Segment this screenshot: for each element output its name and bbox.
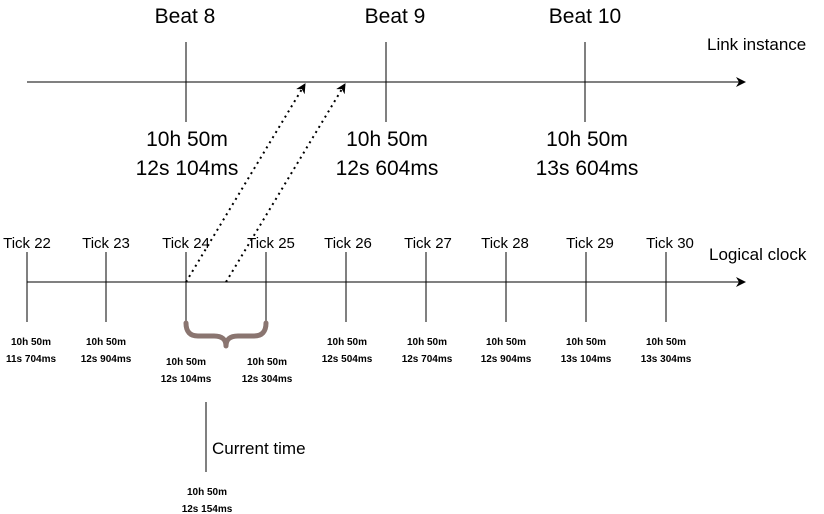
tick-time-line1: 10h 50m	[166, 357, 206, 368]
tick-label: Tick 30	[646, 235, 694, 252]
tick-time-line1: 10h 50m	[407, 337, 447, 348]
link-instance-label: Link instance	[707, 35, 806, 54]
tick-label: Tick 28	[481, 235, 529, 252]
tick-label: Tick 25	[247, 235, 295, 252]
tick-time-line1: 10h 50m	[486, 337, 526, 348]
beat-label: Beat 10	[549, 5, 621, 28]
tick-time-line2: 12s 304ms	[242, 374, 293, 385]
logical-clock-label: Logical clock	[709, 245, 807, 264]
current-time-label: Current time	[212, 439, 306, 458]
beat-time-line1: 10h 50m	[346, 128, 428, 151]
tick-time-line2: 12s 104ms	[161, 374, 212, 385]
tick-time-line2: 13s 104ms	[561, 354, 612, 365]
tick-time-line2: 13s 304ms	[641, 354, 692, 365]
tick-time-line2: 12s 504ms	[322, 354, 373, 365]
sync-arrow	[225, 83, 346, 283]
tick-time-line1: 10h 50m	[646, 337, 686, 348]
beat-label: Beat 9	[365, 5, 426, 28]
tick-time-line1: 10h 50m	[327, 337, 367, 348]
tick-label: Tick 29	[566, 235, 614, 252]
interval-brace	[183, 320, 269, 349]
tick-time-line2: 12s 904ms	[481, 354, 532, 365]
current-time-line2: 12s 154ms	[182, 504, 233, 514]
beat-time-line2: 12s 604ms	[336, 157, 439, 180]
tick-time-line1: 10h 50m	[566, 337, 606, 348]
tick-label: Tick 27	[404, 235, 452, 252]
sync-arrow	[185, 83, 306, 283]
beat-label: Beat 8	[155, 5, 216, 28]
beat-time-line1: 10h 50m	[546, 128, 628, 151]
tick-time-line1: 10h 50m	[86, 337, 126, 348]
tick-label: Tick 26	[324, 235, 372, 252]
tick-time-line1: 10h 50m	[247, 357, 287, 368]
tick-label: Tick 22	[3, 235, 51, 252]
tick-time-line2: 12s 904ms	[81, 354, 132, 365]
current-time-line1: 10h 50m	[187, 487, 227, 498]
tick-label: Tick 24	[162, 235, 210, 252]
beat-time-line1: 10h 50m	[146, 128, 228, 151]
beat-time-line2: 12s 104ms	[136, 157, 239, 180]
tick-label: Tick 23	[82, 235, 130, 252]
tick-time-line2: 12s 704ms	[402, 354, 453, 365]
beat-time-line2: 13s 604ms	[536, 157, 639, 180]
tick-time-line2: 11s 704ms	[6, 354, 56, 365]
tick-time-line1: 10h 50m	[11, 337, 51, 348]
